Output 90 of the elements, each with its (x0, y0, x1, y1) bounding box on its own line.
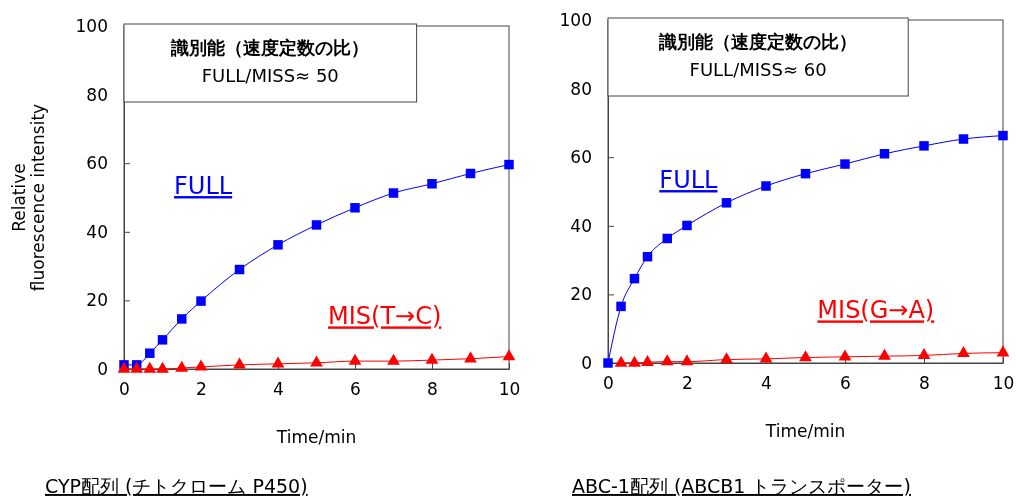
x-tick-label: 0 (603, 373, 614, 394)
point (642, 251, 653, 262)
text: ABC-1配列 (ABCB1 トランスポーター) (572, 475, 911, 497)
point (175, 360, 189, 372)
point (233, 357, 246, 369)
point (721, 198, 732, 208)
point (234, 264, 245, 275)
x-tick-label: 4 (273, 379, 284, 400)
point (143, 361, 157, 373)
point (840, 159, 850, 169)
point (502, 349, 516, 361)
y-tick-label: 60 (86, 153, 108, 174)
point (157, 335, 168, 345)
series-label: FULL (659, 166, 719, 195)
text: CYP配列 (チトクローム P450) (45, 475, 308, 497)
point (614, 355, 628, 367)
x-axis-title: Time/min (764, 421, 846, 441)
point (879, 149, 890, 159)
x-tick-label: 8 (427, 379, 438, 400)
point (196, 296, 206, 306)
point (310, 355, 323, 367)
point (996, 345, 1010, 357)
point (628, 355, 641, 367)
x-tick-label: 2 (196, 379, 207, 400)
point (641, 354, 654, 366)
point (145, 348, 155, 358)
y-tick-label: 0 (97, 358, 108, 379)
point (504, 159, 514, 170)
point (387, 353, 400, 365)
x-tick-label: 2 (682, 373, 693, 394)
point (603, 358, 613, 368)
text-box: 識別能（速度定数の比） FULL/MISS≈ 60 (607, 17, 909, 97)
point (156, 361, 169, 373)
point (194, 359, 208, 371)
point (917, 348, 931, 360)
point (271, 356, 285, 368)
y-tick-label: 60 (570, 147, 592, 168)
point (682, 220, 692, 231)
annotation: 識別能（速度定数の比） (170, 37, 370, 58)
point (919, 141, 929, 151)
x-tick-label: 8 (919, 373, 930, 394)
point (350, 203, 360, 213)
point (427, 179, 437, 189)
y-tick-label: 80 (570, 78, 592, 99)
point (838, 349, 852, 361)
text-box: 識別能（速度定数の比） FULL/MISS≈ 50 (123, 23, 418, 103)
annotation: FULL/MISS≈ 50 (201, 65, 339, 86)
series-label: MIS(G→A) (817, 296, 935, 325)
point (388, 188, 399, 198)
series-label: MIS(T→C) (328, 302, 442, 331)
y-tick-label: 0 (581, 352, 592, 373)
x-tick-label: 6 (350, 379, 361, 400)
point (957, 346, 970, 358)
x-tick-label: 4 (761, 373, 772, 394)
point (311, 220, 322, 230)
point (799, 350, 812, 362)
point (464, 351, 477, 363)
y-tick-label: 100 (75, 15, 108, 36)
point (177, 314, 187, 324)
text: FULL (174, 172, 233, 201)
point (720, 352, 733, 364)
point (998, 130, 1008, 141)
annotation: FULL/MISS≈ 60 (689, 59, 827, 80)
x-tick-label: 10 (992, 373, 1015, 394)
y-tick-label: 80 (86, 84, 108, 105)
point (629, 273, 640, 284)
y-tick-label: 100 (559, 9, 592, 30)
point (761, 181, 771, 191)
y-tick-label: 40 (570, 215, 592, 236)
point (660, 354, 674, 366)
point (759, 351, 773, 363)
y-tick-label: 20 (570, 284, 592, 305)
point (425, 352, 439, 364)
point (662, 233, 672, 244)
y-tick-label: 40 (86, 221, 108, 242)
annotation: 識別能（速度定数の比） (658, 31, 858, 52)
point (878, 348, 891, 360)
x-tick-label: 0 (119, 379, 130, 400)
x-axis-title: Time/min (275, 427, 357, 447)
point (273, 240, 283, 250)
point (800, 168, 811, 179)
point (616, 301, 626, 312)
point (465, 168, 476, 179)
y-axis-title: Relative fluorescence intensity (8, 103, 49, 292)
point (680, 354, 694, 366)
y-tick-label: 20 (86, 290, 108, 311)
point (958, 134, 969, 144)
x-tick-label: 10 (498, 379, 521, 400)
point (348, 353, 362, 365)
x-tick-label: 6 (840, 373, 851, 394)
